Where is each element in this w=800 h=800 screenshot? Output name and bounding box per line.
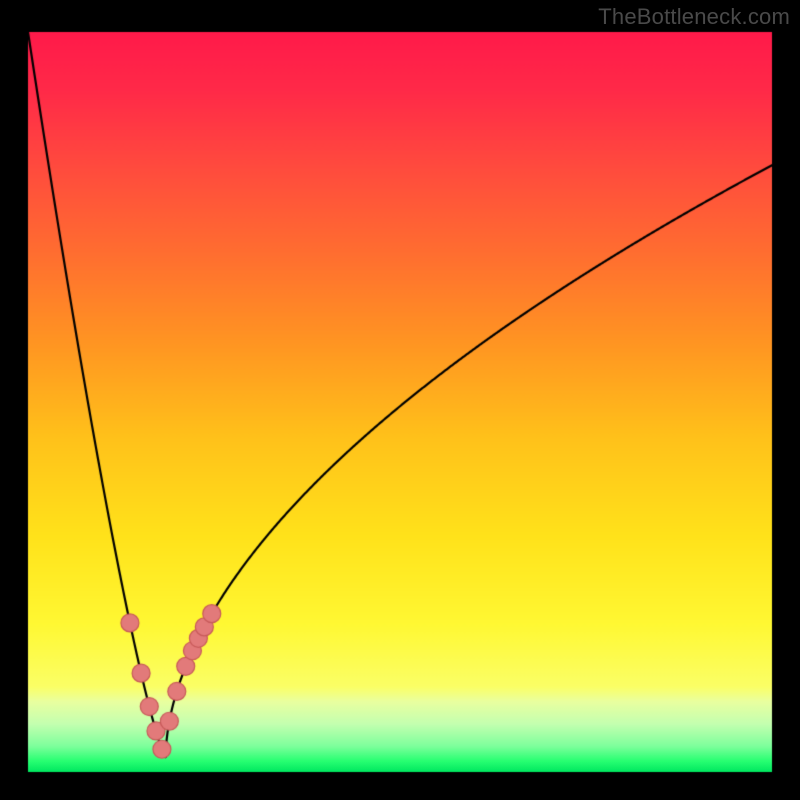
chart-stage: TheBottleneck.com — [0, 0, 800, 800]
watermark-text: TheBottleneck.com — [598, 4, 790, 30]
bottleneck-curve-chart — [0, 0, 800, 800]
